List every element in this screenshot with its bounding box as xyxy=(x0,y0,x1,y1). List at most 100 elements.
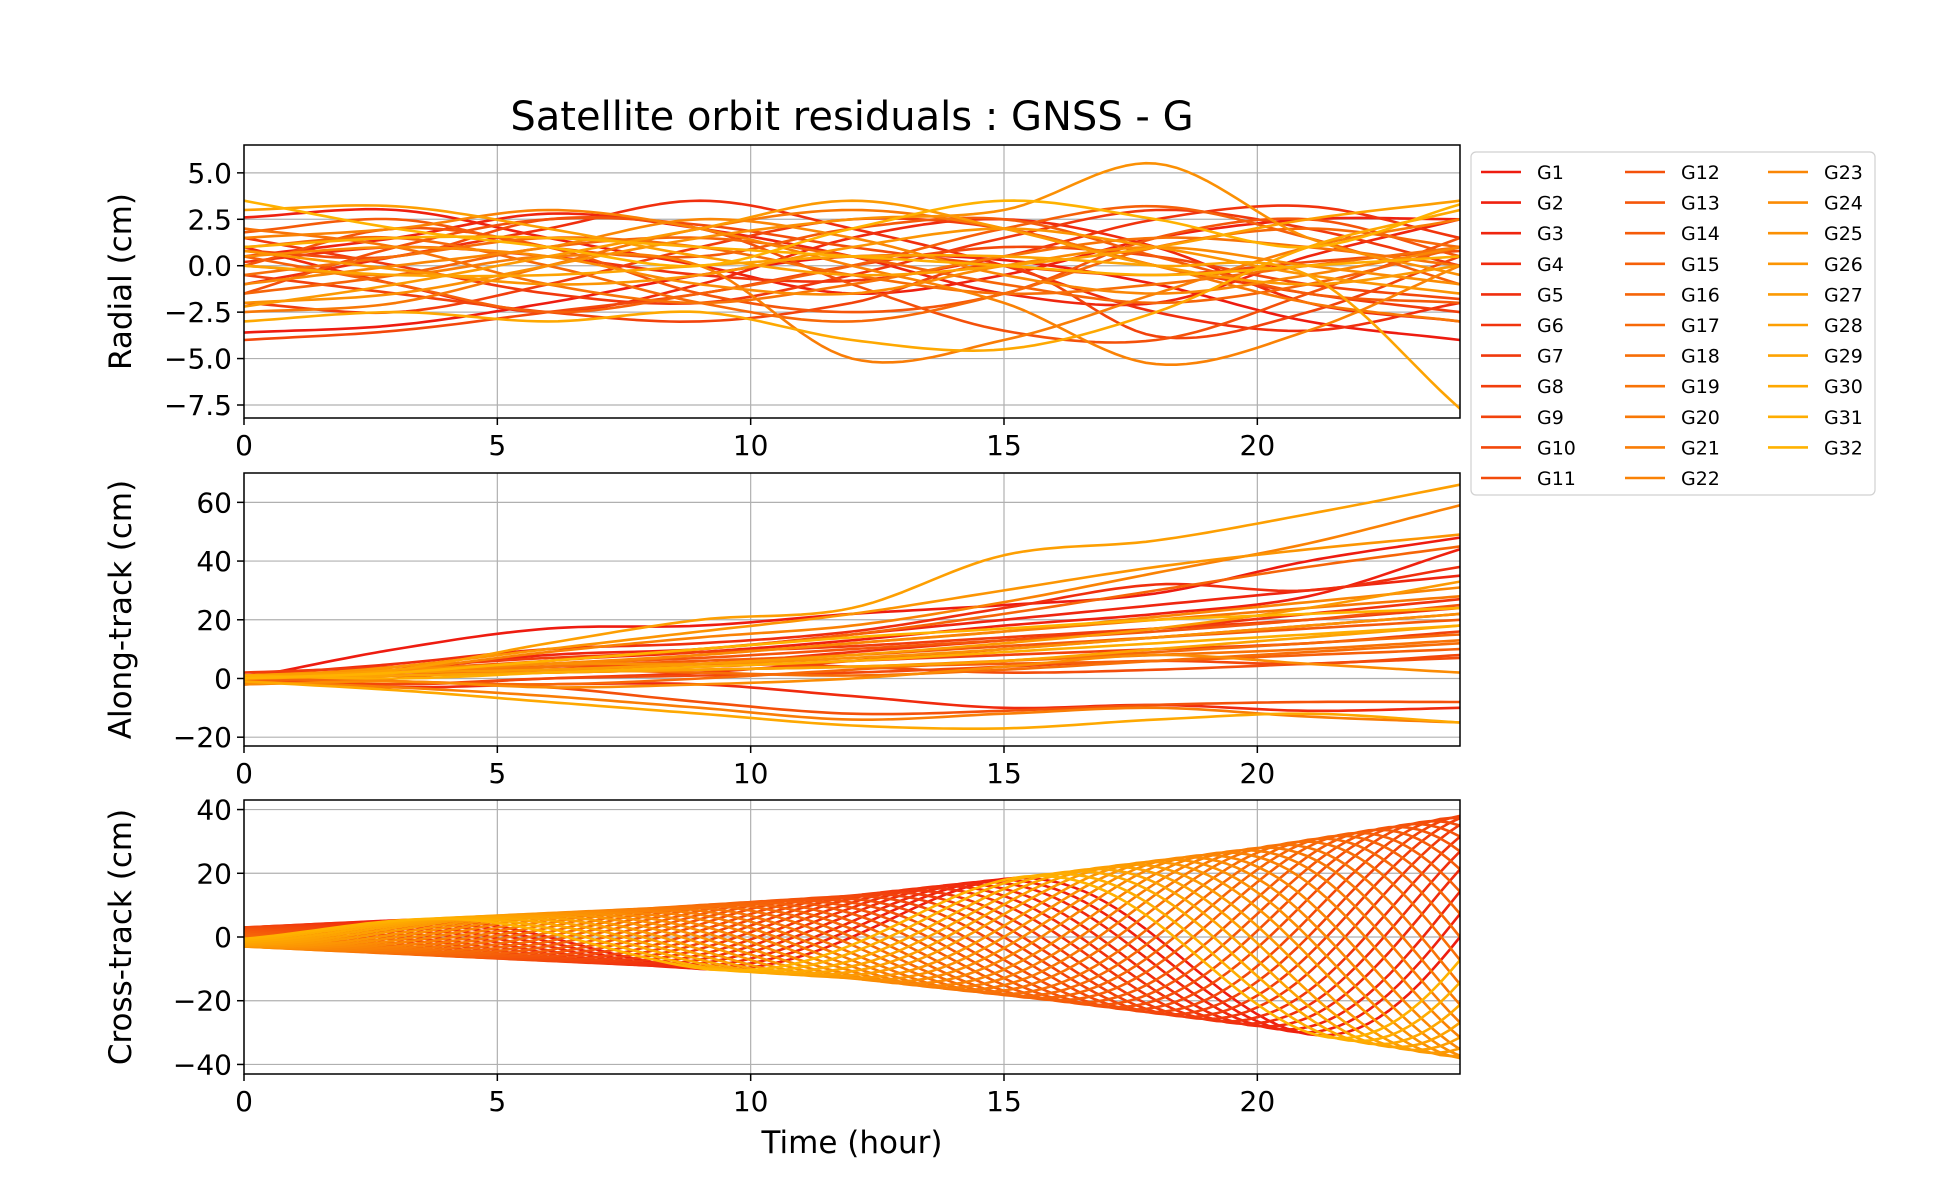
legend-label: G25 xyxy=(1824,223,1863,245)
legend-entry-G22: G22 xyxy=(1625,468,1720,490)
series-line-G16 xyxy=(244,834,1460,1000)
series-line-G23 xyxy=(244,217,1460,295)
legend-entry-G10: G10 xyxy=(1481,437,1576,459)
legend-entry-G15: G15 xyxy=(1625,254,1720,276)
series-line-G21 xyxy=(244,218,1460,364)
legend-entry-G32: G32 xyxy=(1768,437,1863,459)
series-line-G26 xyxy=(244,860,1460,1058)
legend-entry-G19: G19 xyxy=(1625,376,1720,398)
chart-title: Satellite orbit residuals : GNSS - G xyxy=(510,94,1193,140)
y-tick-label: 20 xyxy=(196,857,232,890)
legend-label: G12 xyxy=(1681,162,1720,184)
legend-entry-G18: G18 xyxy=(1625,346,1720,368)
axes-frame xyxy=(243,472,1461,747)
y-axis-label: Cross-track (cm) xyxy=(103,809,139,1065)
x-tick-label: 20 xyxy=(1240,429,1276,462)
y-axis-label: Radial (cm) xyxy=(103,193,139,370)
legend-entry-G7: G7 xyxy=(1481,346,1564,368)
x-tick-label: 5 xyxy=(488,757,506,790)
y-tick-label: 60 xyxy=(196,486,232,519)
y-tick-label: −40 xyxy=(173,1048,232,1081)
legend-entry-G29: G29 xyxy=(1768,346,1863,368)
legend-entry-G26: G26 xyxy=(1768,254,1863,276)
x-tick-label: 10 xyxy=(733,757,769,790)
legend-entry-G5: G5 xyxy=(1481,284,1564,306)
legend-label: G17 xyxy=(1681,315,1720,337)
legend-entry-G6: G6 xyxy=(1481,315,1564,337)
legend-entry-G8: G8 xyxy=(1481,376,1564,398)
series-line-G32 xyxy=(244,874,1460,1040)
series-line-G17 xyxy=(244,227,1460,323)
legend-entry-G21: G21 xyxy=(1625,437,1720,459)
x-tick-label: 20 xyxy=(1240,1085,1276,1118)
series-line-G30 xyxy=(244,680,1460,730)
legend-label: G8 xyxy=(1537,376,1564,398)
legend-label: G26 xyxy=(1824,254,1863,276)
y-tick-label: −20 xyxy=(173,721,232,754)
series-line-G27 xyxy=(244,863,1460,1055)
y-axis-label: Along-track (cm) xyxy=(103,480,139,739)
legend-entry-G31: G31 xyxy=(1768,407,1863,429)
y-tick-label: 40 xyxy=(196,545,232,578)
legend-entry-G23: G23 xyxy=(1768,162,1863,184)
legend-label: G23 xyxy=(1824,162,1863,184)
legend-entry-G12: G12 xyxy=(1625,162,1720,184)
series-line-G31 xyxy=(244,235,1460,277)
series-line-G5 xyxy=(244,565,1460,677)
legend-label: G27 xyxy=(1824,284,1863,306)
series-line-G25 xyxy=(244,161,1460,305)
y-tick-label: −7.5 xyxy=(164,389,232,422)
legend-entry-G2: G2 xyxy=(1481,193,1564,215)
legend-label: G16 xyxy=(1681,284,1720,306)
series-line-G4 xyxy=(244,680,1460,713)
legend-entry-G13: G13 xyxy=(1625,193,1720,215)
series-line-G30 xyxy=(244,208,1460,352)
y-tick-label: 0 xyxy=(214,662,232,695)
series-line-G25 xyxy=(244,612,1460,677)
legend-entry-G16: G16 xyxy=(1625,284,1720,306)
legend-label: G21 xyxy=(1681,437,1720,459)
x-tick-label: 0 xyxy=(235,1085,253,1118)
x-tick-label: 10 xyxy=(733,1085,769,1118)
x-tick-label: 0 xyxy=(235,429,253,462)
legend-label: G24 xyxy=(1824,193,1863,215)
legend-entry-G17: G17 xyxy=(1625,315,1720,337)
legend-label: G22 xyxy=(1681,468,1720,490)
series-line-G20 xyxy=(244,208,1460,323)
x-tick-label: 20 xyxy=(1240,757,1276,790)
legend-label: G2 xyxy=(1537,193,1564,215)
x-tick-label: 0 xyxy=(235,757,253,790)
x-axis-label: Time (hour) xyxy=(761,1125,943,1161)
y-tick-label: 5.0 xyxy=(187,157,232,190)
series-line-G17 xyxy=(244,837,1460,998)
y-tick-label: 0.0 xyxy=(187,250,232,283)
legend-label: G9 xyxy=(1537,407,1564,429)
series-group xyxy=(244,483,1460,730)
legend-entry-G9: G9 xyxy=(1481,407,1564,429)
legend-label: G28 xyxy=(1824,315,1863,337)
legend-entry-G24: G24 xyxy=(1768,193,1863,215)
y-tick-label: 2.5 xyxy=(187,203,232,236)
legend-entry-G14: G14 xyxy=(1625,223,1720,245)
legend-label: G30 xyxy=(1824,376,1863,398)
legend-label: G10 xyxy=(1537,437,1576,459)
x-tick-label: 10 xyxy=(733,429,769,462)
legend-label: G5 xyxy=(1537,284,1564,306)
y-tick-label: −2.5 xyxy=(164,296,232,329)
series-line-G32 xyxy=(244,606,1460,680)
radial-panel: 0 5 10 15 20 5.0 2.5 0.0 −2.5 −5.0 −7.5 Radial (cm) xyxy=(103,144,1461,462)
legend-label: G4 xyxy=(1537,254,1564,276)
x-tick-label: 15 xyxy=(986,757,1022,790)
legend-label: G15 xyxy=(1681,254,1720,276)
legend-entry-G20: G20 xyxy=(1625,407,1720,429)
legend-entry-G30: G30 xyxy=(1768,376,1863,398)
legend-label: G7 xyxy=(1537,346,1564,368)
x-tick-label: 5 xyxy=(488,1085,506,1118)
legend-label: G3 xyxy=(1537,223,1564,245)
series-group xyxy=(244,161,1460,410)
y-tick-label: −5.0 xyxy=(164,343,232,376)
y-tick-label: 20 xyxy=(196,604,232,637)
series-group xyxy=(244,814,1460,1060)
legend-entry-G28: G28 xyxy=(1768,315,1863,337)
